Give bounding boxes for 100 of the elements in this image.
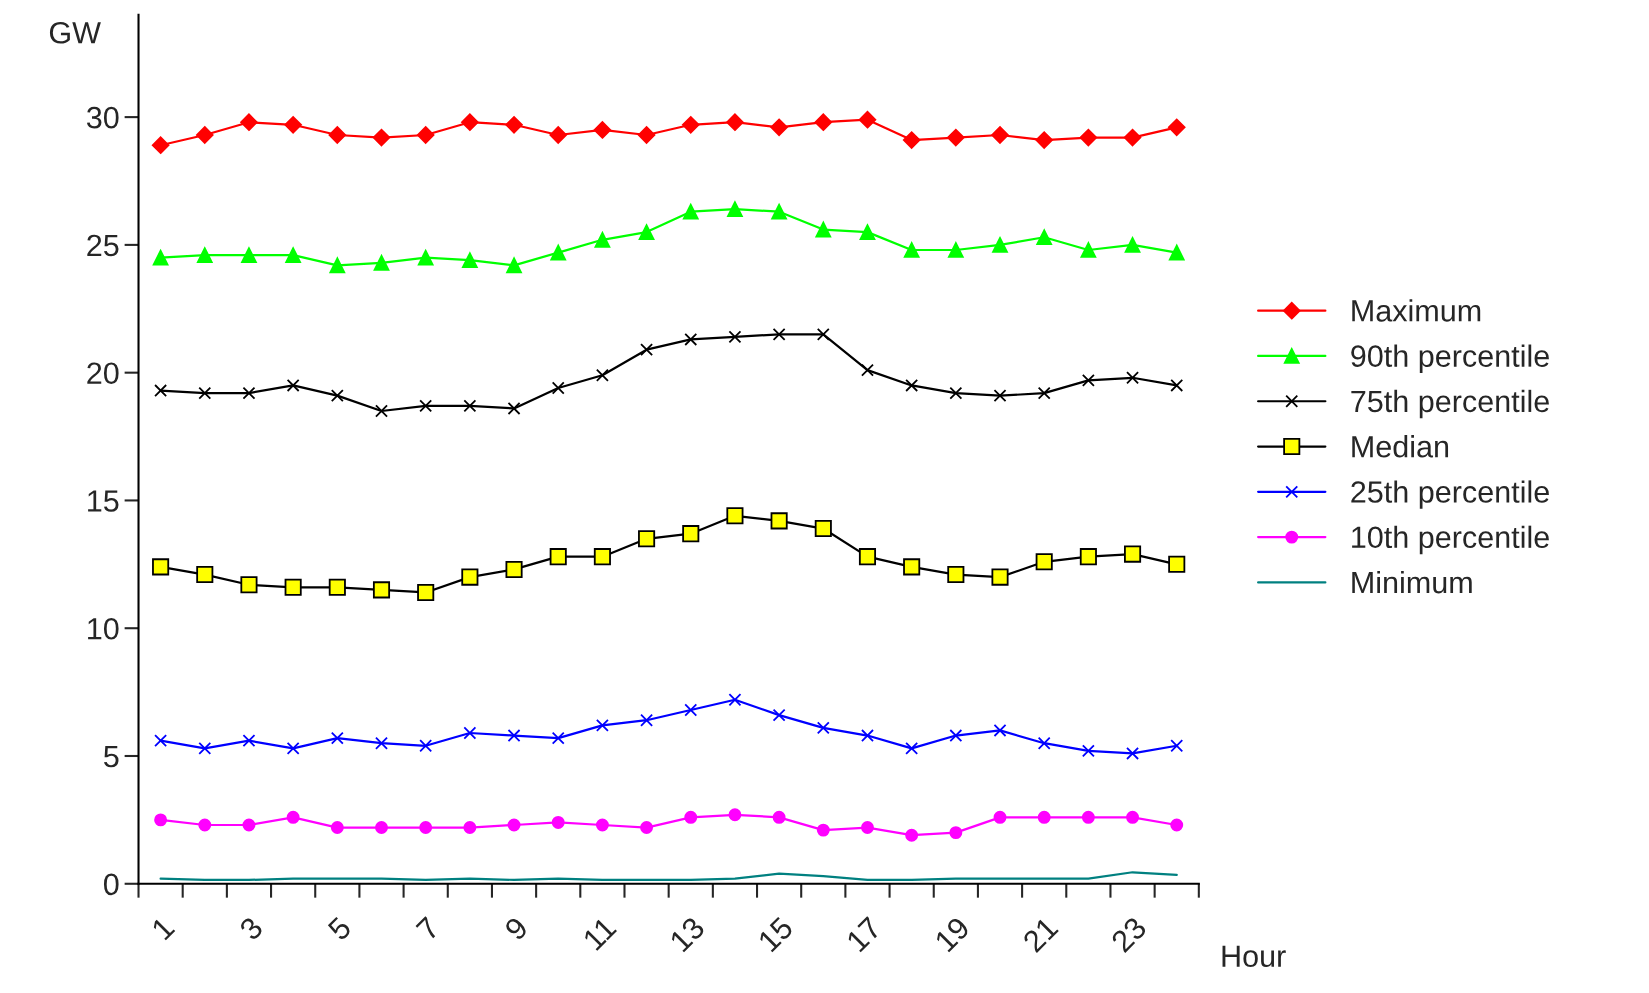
y-tick-label: 0 [103,873,119,896]
point [595,368,609,382]
x-tick-label: 21 [1021,915,1059,953]
point [1035,131,1053,149]
point [1170,378,1184,392]
point [372,581,391,599]
point [684,332,698,346]
point [903,242,920,258]
y-tick-label: 25 [87,234,119,257]
x-axis-title: Hour [1222,945,1286,968]
point [198,386,212,400]
point [549,126,567,144]
point [240,576,258,594]
x-tick-label: 15 [757,916,795,953]
point [285,247,301,263]
point [949,386,963,400]
point [507,818,521,832]
point [242,734,256,748]
point [1123,128,1142,147]
point [947,128,965,147]
point [417,583,435,601]
point [771,203,787,220]
point [861,821,874,835]
point [726,113,744,131]
point [1079,548,1097,566]
point [816,721,830,735]
point [286,741,300,755]
point [993,810,1007,824]
legend-label: Median [1352,435,1449,458]
point [681,116,700,134]
point [154,384,168,398]
point [242,386,256,400]
point [949,826,963,840]
point [328,126,347,144]
point [1037,386,1051,400]
point [949,729,963,743]
point [638,530,656,548]
point [461,113,479,131]
point [858,548,877,566]
legend-label: 10th percentile [1352,525,1549,555]
point [507,729,521,743]
point [728,330,742,344]
x-tick-label: 23 [1110,915,1148,954]
point [1081,744,1095,758]
point [506,257,522,274]
point [594,231,611,248]
point [684,810,698,824]
point [1167,118,1186,137]
point [550,244,567,261]
point [684,703,698,717]
point [1170,739,1184,753]
point [1170,818,1184,832]
point [991,568,1009,586]
point [902,131,921,149]
point [1124,237,1141,253]
point [154,734,168,748]
point [1126,371,1140,385]
point [947,566,965,584]
point [1126,810,1140,824]
point [1035,553,1053,571]
point [947,242,964,258]
point [727,201,743,217]
point [682,203,699,220]
point [419,821,433,835]
point [903,558,921,576]
y-tick-label: 30 [86,106,119,129]
point [551,731,565,745]
legend-label: 25th percentile [1351,480,1549,509]
x-tick-label: 1 [151,916,176,941]
point [328,578,346,596]
x-tick-label: 7 [415,916,441,941]
point [549,548,567,566]
point [770,118,788,137]
point [152,249,169,266]
point [595,718,609,732]
y-tick-label: 10 [88,617,119,640]
point [993,389,1007,403]
point [640,821,654,835]
point [241,247,257,263]
x-tick-label: 19 [934,915,971,953]
point [1081,373,1095,387]
point [240,113,258,131]
point [375,404,388,418]
point [816,823,830,837]
point [505,116,523,134]
point [463,821,477,835]
point [1037,736,1051,750]
point [640,713,654,727]
point [814,520,832,538]
point [286,810,300,824]
point [993,723,1007,737]
x-tick-label: 13 [668,915,706,953]
point [375,736,388,750]
point [1080,242,1097,258]
x-tick-label: 9 [503,915,529,942]
x-tick-label: 5 [326,916,353,942]
point [861,729,874,743]
point [992,237,1008,253]
point [152,558,170,576]
point [286,378,300,392]
